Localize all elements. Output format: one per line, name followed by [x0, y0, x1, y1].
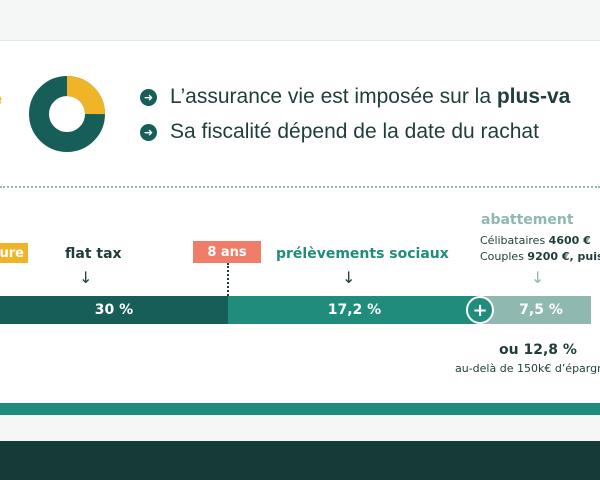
accent-stripe: [0, 403, 600, 415]
eight-years-marker-line: [227, 263, 229, 323]
bullet-1: ➜ L’assurance vie est imposée sur la plu…: [140, 85, 570, 109]
down-arrow-icon: ↓: [531, 268, 545, 287]
down-arrow-icon: ↓: [79, 268, 93, 287]
dotted-divider: [0, 186, 600, 188]
arrow-right-circle-icon: ➜: [140, 88, 157, 106]
flat-tax-label: flat tax: [65, 246, 122, 262]
yellow-tag: ure: [0, 243, 28, 263]
abattement-couple: Couples 9200 €, puis: [480, 250, 600, 263]
abattement-label: abattement: [481, 212, 574, 228]
alt-rate-note: au-delà de 150k€ d’épargn: [455, 362, 600, 375]
alt-rate-label: ou 12,8 %: [499, 342, 577, 358]
bullet-2: ➜ Sa fiscalité dépend de la date du rach…: [140, 120, 539, 144]
bullet-1-text: L’assurance vie est imposée sur la: [170, 85, 497, 108]
eight-years-tag: 8 ans: [193, 241, 261, 263]
top-bar: [0, 0, 600, 41]
bullet-2-text: Sa fiscalité dépend de la date du rachat: [170, 120, 539, 143]
footer-bar: [0, 441, 600, 480]
prelevements-bar: 17,2 %: [228, 296, 481, 324]
plus-icon: +: [466, 296, 494, 324]
arrow-right-circle-icon: ➜: [140, 123, 157, 141]
light-stripe: [0, 415, 600, 441]
down-arrow-icon: ↓: [342, 268, 356, 287]
flat-tax-bar: 30 %: [0, 296, 228, 324]
abattement-bar: 7,5 %: [481, 296, 591, 324]
abattement-single: Célibataires 4600 €: [480, 234, 591, 247]
partial-label: e: [0, 90, 2, 108]
prelevements-label: prélèvements sociaux: [276, 246, 449, 262]
donut-yellow-segment: [29, 76, 105, 152]
bullet-1-bold: plus-va: [496, 85, 571, 108]
donut-chart: [29, 76, 105, 152]
